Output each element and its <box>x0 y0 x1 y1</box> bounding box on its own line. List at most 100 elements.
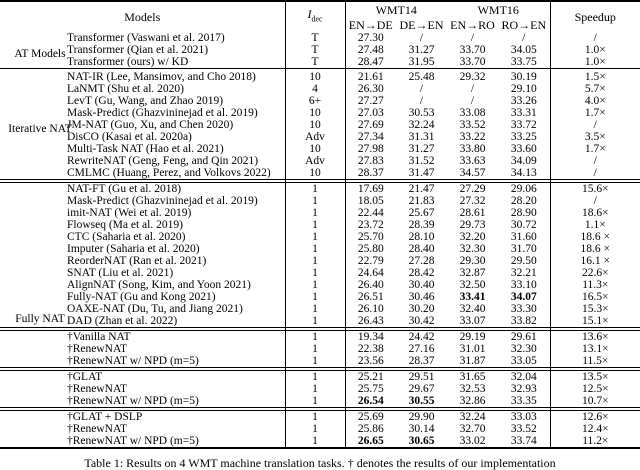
speedup-value-cell: 13.1× <box>549 343 640 355</box>
score-value-cell: 31.27 <box>408 143 435 155</box>
model-name-cell: Multi-Task NAT (Hao et al. 2021) <box>67 143 224 155</box>
idec-value-cell: Adv <box>284 155 346 167</box>
score-value-cell: 33.08 <box>459 107 486 119</box>
speedup-value-cell: 16.1 × <box>549 255 640 267</box>
idec-value-cell: 1 <box>284 195 346 207</box>
table-row: OAXE-NAT (Du, Tu, and Jiang 2021) 1 26.10 3… <box>0 303 640 315</box>
separator-cell <box>345 68 551 71</box>
score-value-cell: 33.25 <box>510 131 537 143</box>
model-name-cell: NAT-IR (Lee, Mansimov, and Cho 2018) <box>67 71 256 83</box>
idec-value-cell: T <box>284 32 346 44</box>
idec-value-cell: 10 <box>284 107 346 119</box>
score-value-cell: 31.47 <box>408 167 435 179</box>
section-separator <box>0 179 640 183</box>
table-row: †GLAT 1 25.21 29.51 31.65 32.04 13.5× <box>0 370 640 383</box>
score-value-cell: 27.30 <box>357 32 384 44</box>
score-value-cell: 32.50 <box>459 279 486 291</box>
speedup-value-cell: 18.6 × <box>549 243 640 255</box>
model-name-cell: JM-NAT (Guo, Xu, and Chen 2020) <box>67 119 234 131</box>
score-value-cell: 27.29 <box>459 183 486 195</box>
idec-value-cell: 1 <box>284 423 346 435</box>
table-row: CTC (Saharia et al. 2020) 1 25.70 28.10 32.2… <box>0 231 640 243</box>
idec-value-cell: 1 <box>284 330 346 343</box>
speedup-value-cell: 4.0× <box>549 95 640 107</box>
idec-value-cell: 1 <box>284 243 346 255</box>
score-value-cell: 29.06 <box>510 183 537 195</box>
score-value-cell: 24.42 <box>408 331 435 343</box>
table-row: Mask-Predict (Ghazvininejad et al. 2019)… <box>0 107 640 119</box>
table-row: Multi-Task NAT (Hao et al. 2021) 10 27.98 3… <box>0 143 640 155</box>
model-name-cell: Transformer (Qian et al. 2021) <box>67 44 209 56</box>
score-value-cell: 26.51 <box>357 291 384 303</box>
speedup-value-cell: / <box>549 167 640 180</box>
score-value-cell: 27.27 <box>357 95 384 107</box>
score-value-cell: 30.40 <box>408 279 435 291</box>
table-row: †GLAT + DSLP 1 25.69 29.90 32.24 33.03 12.6× <box>0 410 640 423</box>
model-name-cell: Transformer (Vaswani et al. 2017) <box>67 32 225 44</box>
idec-symbol: I <box>307 7 312 22</box>
model-name-cell: imit-NAT (Wei et al. 2019) <box>67 207 192 219</box>
score-value-cell: / <box>522 32 526 44</box>
table-row: Imputer (Saharia et al. 2020) 1 25.80 28.40… <box>0 243 640 255</box>
score-value-cell: 30.72 <box>510 219 537 231</box>
score-value-cell: 25.48 <box>408 71 435 83</box>
model-name-cell: RewriteNAT (Geng, Feng, and Qin 2021) <box>67 155 259 167</box>
speedup-value-cell: 16.5× <box>549 291 640 303</box>
score-value-cell: 33.75 <box>510 56 537 68</box>
table-row: Transformer (Qian et al. 2021) T 27.48 31.2… <box>0 44 640 56</box>
model-name-cell: CTC (Saharia et al. 2020) <box>67 231 186 243</box>
table-row: imit-NAT (Wei et al. 2019) 1 22.44 25.67 28.… <box>0 207 640 219</box>
score-value-cell: 27.28 <box>408 255 435 267</box>
idec-value-cell: 1 <box>284 231 346 243</box>
col-header-de-en: DE→EN <box>399 17 444 32</box>
separator-cell <box>549 179 640 183</box>
model-name-cell: †RenewNAT w/ NPD (m=5) <box>67 395 199 407</box>
separator-cell <box>0 179 285 183</box>
score-value-cell: 32.53 <box>459 383 486 395</box>
idec-value-cell: T <box>284 56 346 69</box>
model-name-cell: Mask-Predict (Ghazvininejad et al. 2019) <box>67 195 258 207</box>
score-value-cell: / <box>419 95 424 107</box>
header-row-2: EN→DE DE→EN EN→RO RO→EN <box>0 17 640 32</box>
score-value-cell: 24.64 <box>357 267 384 279</box>
table-row: LaNMT (Shu et al. 2020) 4 26.30 / / 29.10 5.7× <box>0 83 640 95</box>
model-name-cell: Fully-NAT (Gu and Kong 2021) <box>67 291 216 303</box>
col-header-wmt14: WMT14 <box>375 2 417 17</box>
score-value-cell: 33.30 <box>510 303 537 315</box>
idec-value-cell: 1 <box>284 395 346 408</box>
table-row: †RenewNAT 1 25.86 30.14 32.70 33.52 12.4× <box>0 423 640 435</box>
score-value-cell: 31.70 <box>510 243 537 255</box>
speedup-value-cell: 11.2× <box>549 435 640 448</box>
score-value-cell: 25.80 <box>357 243 384 255</box>
idec-value-cell: Adv <box>284 131 346 143</box>
score-value-cell: 27.16 <box>408 343 435 355</box>
score-value-cell: 33.72 <box>510 119 537 131</box>
score-value-cell: 31.01 <box>459 343 486 355</box>
table-row: NAT-FT (Gu et al. 2018) 1 17.69 21.47 27.29 2… <box>0 182 640 195</box>
idec-value-cell: T <box>284 44 346 56</box>
score-value-cell: 29.73 <box>459 219 486 231</box>
separator-cell <box>345 327 551 331</box>
score-value-cell: 28.39 <box>408 219 435 231</box>
speedup-value-cell: 3.5× <box>549 131 640 143</box>
score-value-cell: 31.27 <box>408 44 435 56</box>
score-value-cell: 31.87 <box>459 355 486 367</box>
score-value-cell: 33.70 <box>459 44 486 56</box>
model-name-cell: Mask-Predict (Ghazvininejad et al. 2019) <box>67 107 258 119</box>
model-name-cell: †RenewNAT w/ NPD (m=5) <box>67 355 199 367</box>
idec-value-cell: 1 <box>284 343 346 355</box>
table-row: †RenewNAT 1 22.38 27.16 31.01 32.30 13.1× <box>0 343 640 355</box>
score-value-cell: 31.31 <box>408 131 435 143</box>
score-value-cell: 33.35 <box>510 395 537 407</box>
score-value-cell: 32.86 <box>459 395 486 407</box>
idec-value-cell: 1 <box>284 355 346 368</box>
separator-cell <box>0 68 285 71</box>
score-value-cell: 28.10 <box>408 231 435 243</box>
score-value-cell: 27.34 <box>357 131 384 143</box>
table-row: Transformer (ours) w/ KD T 28.47 31.95 33.70… <box>0 56 640 69</box>
model-name-cell: †RenewNAT <box>67 423 128 435</box>
table-row: Fully-NAT (Gu and Kong 2021) 1 26.51 30.46 3… <box>0 291 640 303</box>
speedup-value-cell: 15.6× <box>549 182 640 195</box>
speedup-value-cell: 1.7× <box>549 107 640 119</box>
